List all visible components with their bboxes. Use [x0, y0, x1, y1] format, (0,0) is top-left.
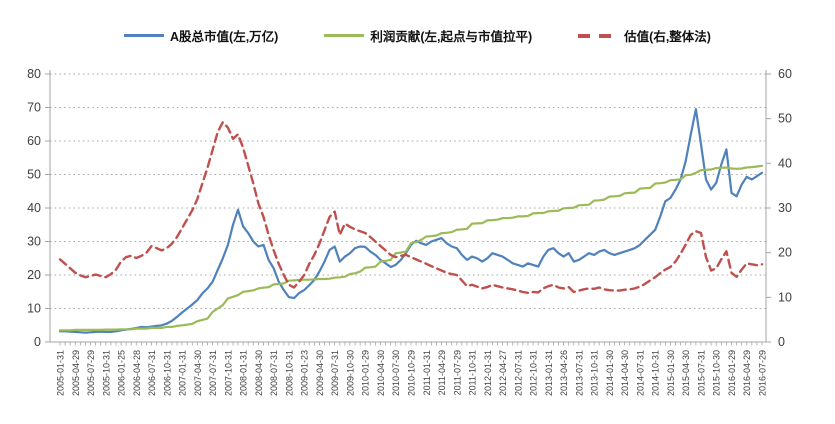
- svg-text:2007-10-31: 2007-10-31: [223, 350, 233, 396]
- svg-text:80: 80: [27, 67, 41, 81]
- svg-text:2009-01-23: 2009-01-23: [300, 350, 310, 396]
- svg-text:2005-10-31: 2005-10-31: [101, 350, 111, 396]
- svg-text:50: 50: [27, 168, 41, 182]
- svg-text:2012-04-27: 2012-04-27: [498, 350, 508, 396]
- svg-text:2015-10-30: 2015-10-30: [712, 350, 722, 396]
- svg-text:30: 30: [778, 201, 792, 215]
- legend-label-profit-contribution: 利润贡献(左,起点与市值拉平): [370, 30, 533, 44]
- svg-text:2009-04-30: 2009-04-30: [315, 350, 325, 396]
- legend-swatch-red-dashed-line: [578, 33, 619, 38]
- svg-text:2010-01-29: 2010-01-29: [361, 350, 371, 396]
- svg-text:60: 60: [778, 67, 792, 81]
- svg-text:2011-04-29: 2011-04-29: [437, 350, 447, 395]
- svg-text:2011-07-29: 2011-07-29: [452, 350, 462, 395]
- svg-text:2005-01-31: 2005-01-31: [56, 350, 66, 396]
- svg-text:2013-01-31: 2013-01-31: [544, 350, 554, 396]
- svg-text:2006-04-28: 2006-04-28: [132, 350, 142, 396]
- svg-text:40: 40: [778, 156, 792, 170]
- svg-text:2011-01-31: 2011-01-31: [422, 350, 432, 395]
- svg-text:2010-07-30: 2010-07-30: [391, 350, 401, 396]
- svg-text:60: 60: [27, 134, 41, 148]
- svg-text:2016-04-29: 2016-04-29: [742, 350, 752, 396]
- chart-legend: A股总市值(左,万亿) 利润贡献(左,起点与市值拉平) 估值(右,整体法): [0, 26, 835, 45]
- svg-text:2008-07-31: 2008-07-31: [269, 350, 279, 396]
- svg-text:2009-07-31: 2009-07-31: [330, 350, 340, 396]
- svg-text:2016-07-29: 2016-07-29: [758, 350, 768, 396]
- svg-text:2005-07-29: 2005-07-29: [86, 350, 96, 396]
- svg-text:2007-07-31: 2007-07-31: [208, 350, 218, 396]
- svg-text:2013-10-31: 2013-10-31: [590, 350, 600, 396]
- svg-text:2009-10-30: 2009-10-30: [345, 350, 355, 396]
- legend-label-valuation: 估值(右,整体法): [624, 30, 711, 44]
- svg-text:20: 20: [27, 268, 41, 282]
- svg-text:70: 70: [27, 101, 41, 115]
- legend-item-market-cap: A股总市值(左,万亿): [124, 26, 278, 45]
- svg-text:2011-10-31: 2011-10-31: [468, 350, 478, 395]
- svg-text:2012-10-31: 2012-10-31: [529, 350, 539, 396]
- svg-text:2012-01-31: 2012-01-31: [483, 350, 493, 396]
- svg-text:2016-01-29: 2016-01-29: [727, 350, 737, 396]
- svg-text:2013-07-31: 2013-07-31: [574, 350, 584, 396]
- svg-text:50: 50: [778, 112, 792, 126]
- legend-swatch-blue-line: [124, 34, 165, 37]
- svg-text:2007-04-30: 2007-04-30: [193, 350, 203, 396]
- svg-text:2007-01-31: 2007-01-31: [178, 350, 188, 396]
- legend-item-valuation: 估值(右,整体法): [578, 26, 711, 45]
- svg-text:30: 30: [27, 235, 41, 249]
- svg-text:2015-07-31: 2015-07-31: [696, 350, 706, 396]
- svg-text:2006-07-31: 2006-07-31: [147, 350, 157, 396]
- legend-swatch-green-line: [324, 34, 365, 37]
- svg-text:2015-01-30: 2015-01-30: [666, 350, 676, 396]
- svg-text:10: 10: [778, 290, 792, 304]
- svg-text:2008-01-31: 2008-01-31: [239, 350, 249, 396]
- svg-text:10: 10: [27, 302, 41, 316]
- svg-text:2013-04-26: 2013-04-26: [559, 350, 569, 396]
- svg-text:2008-10-31: 2008-10-31: [284, 350, 294, 396]
- svg-text:20: 20: [778, 246, 792, 260]
- svg-text:2008-04-30: 2008-04-30: [254, 350, 264, 396]
- svg-text:2015-04-30: 2015-04-30: [681, 350, 691, 396]
- svg-text:2014-01-30: 2014-01-30: [605, 350, 615, 396]
- svg-text:2005-04-29: 2005-04-29: [71, 350, 81, 396]
- svg-text:2006-10-31: 2006-10-31: [162, 350, 172, 396]
- svg-text:40: 40: [27, 201, 41, 215]
- svg-text:2012-07-31: 2012-07-31: [513, 350, 523, 396]
- svg-text:2010-10-29: 2010-10-29: [407, 350, 417, 396]
- svg-text:0: 0: [778, 335, 785, 349]
- legend-label-market-cap: A股总市值(左,万亿): [170, 30, 279, 44]
- svg-text:2014-07-31: 2014-07-31: [635, 350, 645, 396]
- legend-item-profit-contribution: 利润贡献(左,起点与市值拉平): [324, 26, 532, 45]
- svg-text:0: 0: [34, 335, 41, 349]
- svg-text:2010-04-30: 2010-04-30: [376, 350, 386, 396]
- svg-text:2006-01-25: 2006-01-25: [117, 350, 127, 396]
- svg-text:2014-10-31: 2014-10-31: [651, 350, 661, 396]
- svg-text:2014-04-30: 2014-04-30: [620, 350, 630, 396]
